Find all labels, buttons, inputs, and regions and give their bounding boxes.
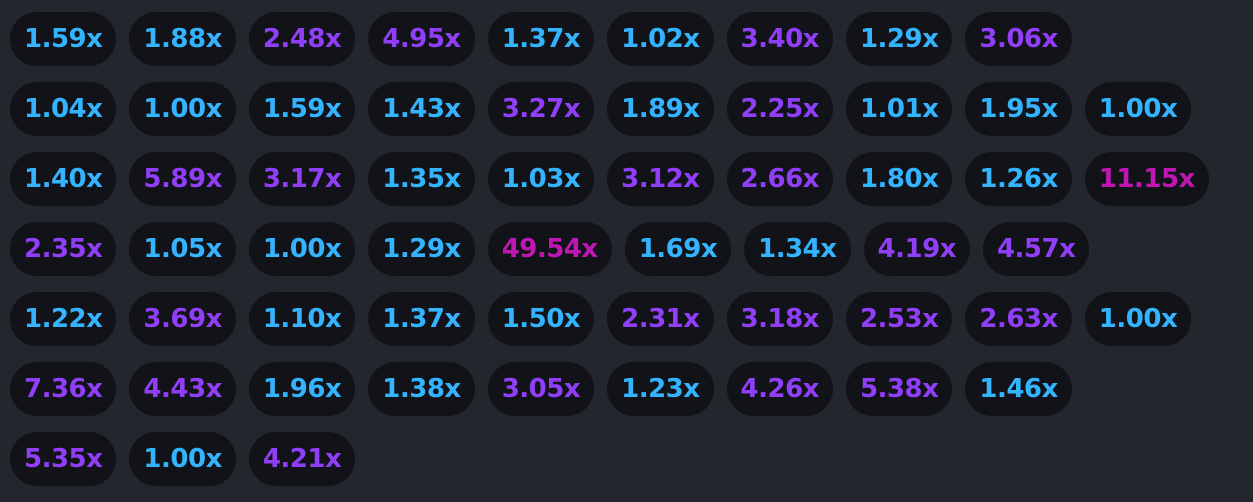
multiplier-chip[interactable]: 1.29x xyxy=(845,12,953,66)
multiplier-chip[interactable]: 1.04x xyxy=(10,82,117,136)
multiplier-chip[interactable]: 1.34x xyxy=(744,222,851,276)
multiplier-chip[interactable]: 2.66x xyxy=(726,152,833,206)
history-row: 5.35x 1.00x 4.21x xyxy=(10,432,1253,486)
multiplier-chip[interactable]: 1.01x xyxy=(845,82,953,136)
multiplier-chip[interactable]: 3.12x xyxy=(607,152,714,206)
multiplier-chip[interactable]: 4.57x xyxy=(982,222,1090,276)
multiplier-chip[interactable]: 11.15x xyxy=(1084,152,1209,206)
history-row: 7.36x 4.43x 1.96x 1.38x 3.05x 1.23x 4.26x 5.38x… xyxy=(10,362,1253,416)
multiplier-chip[interactable]: 1.35x xyxy=(368,152,475,206)
history-row: 1.04x 1.00x 1.59x 1.43x 3.27x 1.89x 2.25x 1.01x… xyxy=(10,82,1253,136)
multiplier-chip[interactable]: 5.89x xyxy=(129,152,236,206)
multiplier-chip[interactable]: 1.37x xyxy=(368,292,475,346)
multiplier-chip[interactable]: 1.50x xyxy=(487,292,595,346)
multiplier-chip[interactable]: 1.03x xyxy=(487,152,595,206)
multiplier-chip[interactable]: 3.06x xyxy=(965,12,1072,66)
multiplier-chip[interactable]: 3.18x xyxy=(726,292,833,346)
multiplier-chip[interactable]: 1.23x xyxy=(607,362,714,416)
multiplier-chip[interactable]: 1.95x xyxy=(965,82,1072,136)
multiplier-history: 1.59x 1.88x 2.48x 4.95x 1.37x 1.02x 3.40x 1.29x… xyxy=(10,12,1253,502)
multiplier-chip[interactable]: 2.53x xyxy=(845,292,953,346)
multiplier-chip[interactable]: 2.63x xyxy=(965,292,1072,346)
history-row: 1.40x 5.89x 3.17x 1.35x 1.03x 3.12x 2.66x 1.80x… xyxy=(10,152,1253,206)
multiplier-chip[interactable]: 4.95x xyxy=(368,12,475,66)
multiplier-chip[interactable]: 5.38x xyxy=(845,362,953,416)
multiplier-chip[interactable]: 2.48x xyxy=(248,12,356,66)
multiplier-chip[interactable]: 3.27x xyxy=(487,82,595,136)
multiplier-chip[interactable]: 1.05x xyxy=(129,222,236,276)
multiplier-chip[interactable]: 1.46x xyxy=(965,362,1072,416)
multiplier-chip[interactable]: 3.69x xyxy=(129,292,236,346)
multiplier-chip[interactable]: 1.96x xyxy=(248,362,356,416)
multiplier-chip[interactable]: 7.36x xyxy=(10,362,117,416)
multiplier-chip[interactable]: 1.37x xyxy=(487,12,595,66)
multiplier-chip[interactable]: 1.69x xyxy=(624,222,732,276)
multiplier-chip[interactable]: 1.59x xyxy=(10,12,117,66)
multiplier-chip[interactable]: 1.26x xyxy=(965,152,1072,206)
multiplier-chip[interactable]: 1.89x xyxy=(607,82,714,136)
multiplier-chip[interactable]: 3.17x xyxy=(248,152,356,206)
multiplier-chip[interactable]: 1.10x xyxy=(248,292,356,346)
multiplier-chip[interactable]: 5.35x xyxy=(10,432,117,486)
multiplier-chip[interactable]: 4.43x xyxy=(129,362,236,416)
multiplier-chip[interactable]: 1.80x xyxy=(845,152,953,206)
multiplier-chip[interactable]: 1.29x xyxy=(368,222,475,276)
history-row: 1.59x 1.88x 2.48x 4.95x 1.37x 1.02x 3.40x 1.29x… xyxy=(10,12,1253,66)
multiplier-chip[interactable]: 2.25x xyxy=(726,82,833,136)
multiplier-chip[interactable]: 49.54x xyxy=(487,222,612,276)
multiplier-chip[interactable]: 1.40x xyxy=(10,152,117,206)
multiplier-chip[interactable]: 1.43x xyxy=(368,82,475,136)
multiplier-chip[interactable]: 1.00x xyxy=(129,82,236,136)
multiplier-chip[interactable]: 3.05x xyxy=(487,362,595,416)
multiplier-chip[interactable]: 1.59x xyxy=(248,82,356,136)
multiplier-chip[interactable]: 4.26x xyxy=(726,362,833,416)
history-row: 1.22x 3.69x 1.10x 1.37x 1.50x 2.31x 3.18x 2.53x… xyxy=(10,292,1253,346)
multiplier-chip[interactable]: 1.22x xyxy=(10,292,117,346)
history-row: 2.35x 1.05x 1.00x 1.29x 49.54x 1.69x 1.34x 4.19… xyxy=(10,222,1253,276)
multiplier-chip[interactable]: 1.00x xyxy=(129,432,236,486)
multiplier-chip[interactable]: 1.38x xyxy=(368,362,475,416)
multiplier-chip[interactable]: 1.00x xyxy=(1084,82,1192,136)
multiplier-chip[interactable]: 1.00x xyxy=(1084,292,1192,346)
multiplier-chip[interactable]: 3.40x xyxy=(726,12,833,66)
multiplier-chip[interactable]: 2.35x xyxy=(10,222,117,276)
multiplier-chip[interactable]: 1.88x xyxy=(129,12,236,66)
multiplier-chip[interactable]: 1.02x xyxy=(607,12,714,66)
multiplier-chip[interactable]: 1.00x xyxy=(248,222,356,276)
multiplier-chip[interactable]: 4.21x xyxy=(248,432,356,486)
multiplier-chip[interactable]: 4.19x xyxy=(863,222,970,276)
multiplier-chip[interactable]: 2.31x xyxy=(607,292,714,346)
